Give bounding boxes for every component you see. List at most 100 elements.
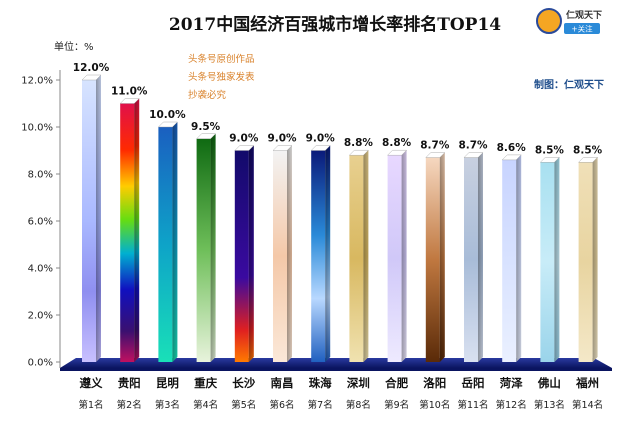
bar-side-shade bbox=[172, 122, 178, 362]
value-label: 9.0% bbox=[267, 133, 297, 145]
category-label: 贵阳 bbox=[118, 376, 141, 390]
bar bbox=[81, 74, 102, 362]
rank-label: 第10名 bbox=[419, 399, 450, 411]
rank-label: 第9名 bbox=[384, 399, 409, 411]
category-label: 遵义 bbox=[80, 376, 103, 390]
bar-side-shade bbox=[325, 145, 331, 362]
rank-label: 第8名 bbox=[346, 399, 371, 411]
bar-front bbox=[311, 150, 326, 362]
bar-front bbox=[158, 127, 173, 362]
unit-label: 单位：% bbox=[54, 40, 94, 53]
bar-front bbox=[578, 162, 593, 362]
bar-side-shade bbox=[439, 152, 445, 362]
bar-side-shade bbox=[401, 150, 407, 362]
bar-side-shade bbox=[363, 150, 369, 362]
y-ticks: 0.0% 2.0% 4.0% 6.0% 8.0% 10.0% 12.0% bbox=[21, 76, 60, 369]
rank-labels: 第1名 第2名 第3名 第4名 第5名 第6名 第7名 第8名 第9名 第10名 第11名 第12名第… bbox=[78, 399, 603, 411]
chart-title: 2017中国经济百强城市增长率排名TOP14 bbox=[169, 14, 501, 35]
rank-label: 第1名 bbox=[78, 399, 103, 411]
rank-label: 第3名 bbox=[155, 399, 180, 411]
logo-name: 仁观天下 bbox=[566, 9, 602, 21]
y-tick-label: 0.0% bbox=[28, 358, 53, 369]
floor bbox=[60, 358, 612, 368]
bar-front bbox=[464, 157, 478, 362]
value-label: 8.8% bbox=[344, 137, 374, 149]
value-label: 8.6% bbox=[497, 142, 527, 154]
value-label: 8.5% bbox=[573, 144, 603, 156]
value-label: 10.0% bbox=[149, 109, 186, 121]
rank-label: 第4名 bbox=[193, 399, 218, 411]
bar-top bbox=[157, 121, 178, 128]
bar-top bbox=[81, 74, 102, 81]
rank-label: 第11名 bbox=[457, 399, 488, 411]
bar bbox=[157, 121, 178, 362]
y-tick-label: 8.0% bbox=[28, 170, 53, 181]
watermark-line-1: 头条号原创作品 bbox=[188, 53, 255, 65]
logo-icon bbox=[536, 8, 562, 34]
bar-side-shade bbox=[248, 145, 254, 362]
rank-label: 第14名 bbox=[572, 399, 603, 411]
bar-front bbox=[120, 103, 135, 362]
bar bbox=[578, 157, 599, 362]
bar-front bbox=[196, 138, 211, 362]
bar-front bbox=[387, 155, 402, 362]
bar-top bbox=[348, 149, 369, 156]
bars bbox=[81, 74, 599, 362]
category-label: 佛山 bbox=[537, 376, 561, 390]
bar bbox=[310, 145, 331, 362]
bar-front bbox=[234, 150, 249, 362]
y-tick-label: 12.0% bbox=[21, 76, 53, 87]
bar-top bbox=[234, 145, 255, 151]
watermark-line-2: 头条号独家发表 bbox=[188, 71, 255, 83]
value-label: 8.7% bbox=[420, 140, 450, 152]
category-label: 南昌 bbox=[271, 376, 294, 390]
rank-label: 第13名 bbox=[534, 399, 565, 411]
bar-front bbox=[349, 155, 364, 362]
bar bbox=[234, 145, 255, 362]
rank-label: 第6名 bbox=[269, 399, 294, 411]
y-tick-label: 10.0% bbox=[21, 123, 53, 134]
category-label: 合肥 bbox=[385, 376, 408, 390]
y-tick-label: 4.0% bbox=[28, 264, 53, 275]
bar-top bbox=[196, 133, 217, 139]
bar-side-shade bbox=[516, 154, 522, 362]
category-label: 菏泽 bbox=[500, 376, 523, 390]
bar bbox=[463, 152, 484, 362]
value-label: 12.0% bbox=[73, 62, 110, 74]
follow-label[interactable]: +关注 bbox=[571, 24, 593, 34]
bar bbox=[196, 133, 217, 362]
bar-top bbox=[272, 145, 293, 151]
bar-top bbox=[387, 149, 408, 156]
bar bbox=[539, 157, 560, 362]
watermark-line-3: 抄袭必究 bbox=[188, 89, 227, 101]
bar bbox=[272, 145, 293, 362]
category-label: 深圳 bbox=[347, 376, 370, 390]
bar-side-shade bbox=[592, 157, 598, 362]
rank-label: 第7名 bbox=[308, 399, 333, 411]
category-labels: 遵义 贵阳 昆明 重庆 长沙 南昌 珠海 深圳 合肥 洛阳 岳阳 菏泽 佛山 福州 bbox=[80, 376, 600, 390]
credit-label: 制图：仁观天下 bbox=[534, 78, 604, 91]
category-label: 福州 bbox=[575, 376, 599, 390]
bar-front bbox=[540, 162, 555, 362]
value-label: 9.5% bbox=[191, 121, 221, 133]
bar-top bbox=[119, 98, 140, 104]
bar-top bbox=[425, 152, 446, 158]
logo: 仁观天下 bbox=[536, 8, 602, 34]
bar bbox=[501, 154, 522, 362]
bar-front bbox=[425, 157, 440, 362]
follow-button[interactable]: +关注 bbox=[564, 23, 600, 34]
bar bbox=[425, 152, 446, 362]
bar-side-shade bbox=[478, 152, 483, 362]
bar bbox=[387, 149, 408, 362]
rank-label: 第2名 bbox=[117, 399, 142, 411]
category-label: 珠海 bbox=[309, 376, 332, 390]
y-tick-label: 6.0% bbox=[28, 217, 53, 228]
value-label: 9.0% bbox=[306, 133, 336, 145]
bar-top bbox=[501, 154, 522, 161]
bar-side-shade bbox=[287, 145, 292, 362]
bar-top bbox=[578, 157, 599, 163]
bar-top bbox=[463, 152, 484, 158]
bar bbox=[119, 98, 140, 362]
bar-front bbox=[502, 159, 517, 362]
bar-side-shade bbox=[554, 157, 560, 362]
